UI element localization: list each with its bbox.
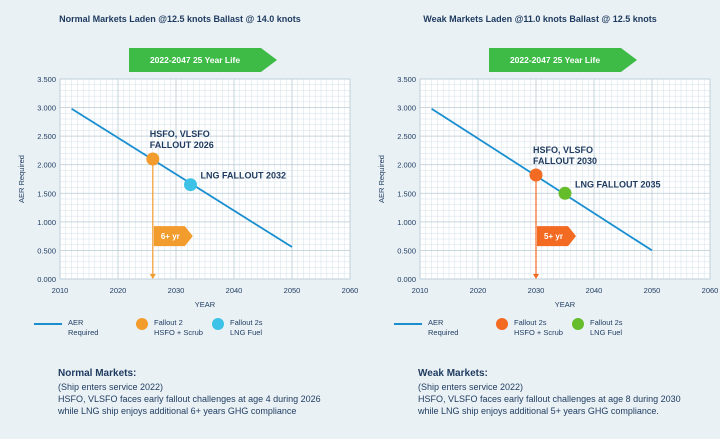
fallout-point-label: HSFO, VLSFO	[533, 145, 593, 155]
notes-line: HSFO, VLSFO faces early fallout challeng…	[418, 394, 681, 404]
legend-aer-line	[34, 323, 62, 325]
x-tick-label: 2010	[52, 286, 69, 295]
notes-line: while LNG ship enjoys additional 6+ year…	[58, 406, 297, 416]
y-tick-label: 0.500	[397, 246, 416, 255]
banner-arrow-shape	[489, 48, 637, 72]
weak-markets-panel: Weak Markets Laden @11.0 knots Ballast @…	[360, 0, 720, 439]
y-tick-label: 0.000	[397, 275, 416, 284]
fallout-point-label: LNG FALLOUT 2032	[201, 171, 287, 181]
banner-arrow-shape	[129, 48, 277, 72]
fallout-point	[558, 186, 572, 200]
y-tick-label: 3.500	[37, 75, 56, 84]
y-tick-label: 2.500	[397, 132, 416, 141]
y-axis-label: AER Required	[17, 155, 26, 203]
legend-fallout-lng-dot	[212, 318, 224, 330]
y-axis-label: AER Required	[377, 155, 386, 203]
x-axis-label: YEAR	[555, 300, 576, 309]
x-tick-label: 2060	[342, 286, 359, 295]
x-tick-label: 2050	[644, 286, 661, 295]
y-tick-label: 1.000	[37, 218, 56, 227]
normal-markets-panel: Normal Markets Laden @12.5 knots Ballast…	[0, 14, 360, 417]
y-tick-label: 3.000	[37, 104, 56, 113]
x-tick-label: 2020	[470, 286, 487, 295]
legend-fallout-hsfo-dot	[136, 318, 148, 330]
notes-line: (Ship enters service 2022)	[58, 382, 164, 392]
y-tick-label: 2.500	[37, 132, 56, 141]
legend-fallout-lng-label: Fallout 2s LNG Fuel	[230, 318, 263, 337]
notes: Weak Markets: (Ship enters service 2022)…	[418, 368, 718, 417]
fallout-point	[529, 168, 543, 182]
legend-fallout-hsfo-dot	[496, 318, 508, 330]
banner-label: 2022-2047 25 Year Life	[509, 55, 601, 65]
fallout-point-label: FALLOUT 2026	[150, 140, 214, 150]
y-tick-label: 1.500	[37, 189, 56, 198]
y-tick-label: 0.500	[37, 246, 56, 255]
x-tick-label: 2010	[412, 286, 429, 295]
chart-title: Normal Markets Laden @12.5 knots Ballast…	[59, 14, 301, 24]
chart-title: Weak Markets Laden @11.0 knots Ballast @…	[423, 14, 657, 24]
fallout-drop-arrowhead	[149, 274, 156, 279]
aer-required-line	[71, 107, 293, 248]
legend-fallout-lng-label: Fallout 2s LNG Fuel	[590, 318, 623, 337]
life-banner: 2022-2047 25 Year Life	[489, 48, 637, 72]
aer-chart-weak: 0.000 0.500 1.000 1.500 2.000 2.500 3.000 3.500…	[377, 75, 719, 309]
y-tick-label: 2.000	[397, 161, 416, 170]
notes-line: HSFO, VLSFO faces early fallout challeng…	[58, 394, 321, 404]
legend: AER Required Fallout 2 HSFO + Scrub Fallou…	[0, 318, 360, 348]
notes-line: while LNG ship enjoys additional 5+ year…	[418, 406, 659, 416]
x-axis-label: YEAR	[195, 300, 216, 309]
x-tick-label: 2020	[110, 286, 127, 295]
legend-aer-line	[394, 323, 422, 325]
x-tick-label: 2040	[226, 286, 243, 295]
legend-aer-label: AER Required	[68, 318, 99, 337]
fallout-point	[184, 178, 197, 192]
x-tick-label: 2050	[284, 286, 301, 295]
fallout-point-label: LNG FALLOUT 2035	[575, 179, 661, 189]
legend-aer-label: AER Required	[428, 318, 459, 337]
notes-heading: Weak Markets:	[418, 368, 488, 379]
banner-label: 2022-2047 25 Year Life	[149, 55, 241, 65]
fallout-point-label: FALLOUT 2030	[533, 156, 597, 166]
x-tick-label: 2040	[586, 286, 603, 295]
aer-chart-normal: 0.000 0.500 1.000 1.500 2.000 2.500 3.000 3.500…	[17, 75, 359, 309]
life-banner: 2022-2047 25 Year Life	[129, 48, 277, 72]
aer-required-line	[431, 107, 653, 252]
legend-fallout-hsfo-label: Fallout 2s HSFO + Scrub	[514, 318, 563, 337]
fallout-point-label: HSFO, VLSFO	[150, 129, 210, 139]
notes: Normal Markets: (Ship enters service 202…	[58, 368, 358, 417]
fallout-point	[146, 152, 160, 166]
gap-label: 6+ yr	[161, 232, 180, 241]
y-tick-label: 1.000	[397, 218, 416, 227]
x-tick-label: 2030	[528, 286, 545, 295]
notes-heading: Normal Markets:	[58, 368, 137, 379]
y-tick-label: 3.000	[397, 104, 416, 113]
notes-line: (Ship enters service 2022)	[418, 382, 524, 392]
legend: AER Required Fallout 2s HSFO + Scrub Fallo…	[360, 318, 720, 348]
x-tick-label: 2060	[702, 286, 719, 295]
fallout-drop-arrowhead	[533, 274, 539, 279]
gap-arrow	[153, 226, 193, 247]
gap-arrow	[537, 226, 576, 247]
legend-fallout-hsfo-label: Fallout 2 HSFO + Scrub	[154, 318, 203, 337]
y-tick-label: 2.000	[37, 161, 56, 170]
y-tick-label: 0.000	[37, 275, 56, 284]
legend-fallout-lng-dot	[572, 318, 584, 330]
gap-label: 5+ yr	[544, 232, 563, 241]
x-tick-label: 2030	[168, 286, 185, 295]
y-tick-label: 1.500	[397, 189, 416, 198]
y-tick-label: 3.500	[397, 75, 416, 84]
